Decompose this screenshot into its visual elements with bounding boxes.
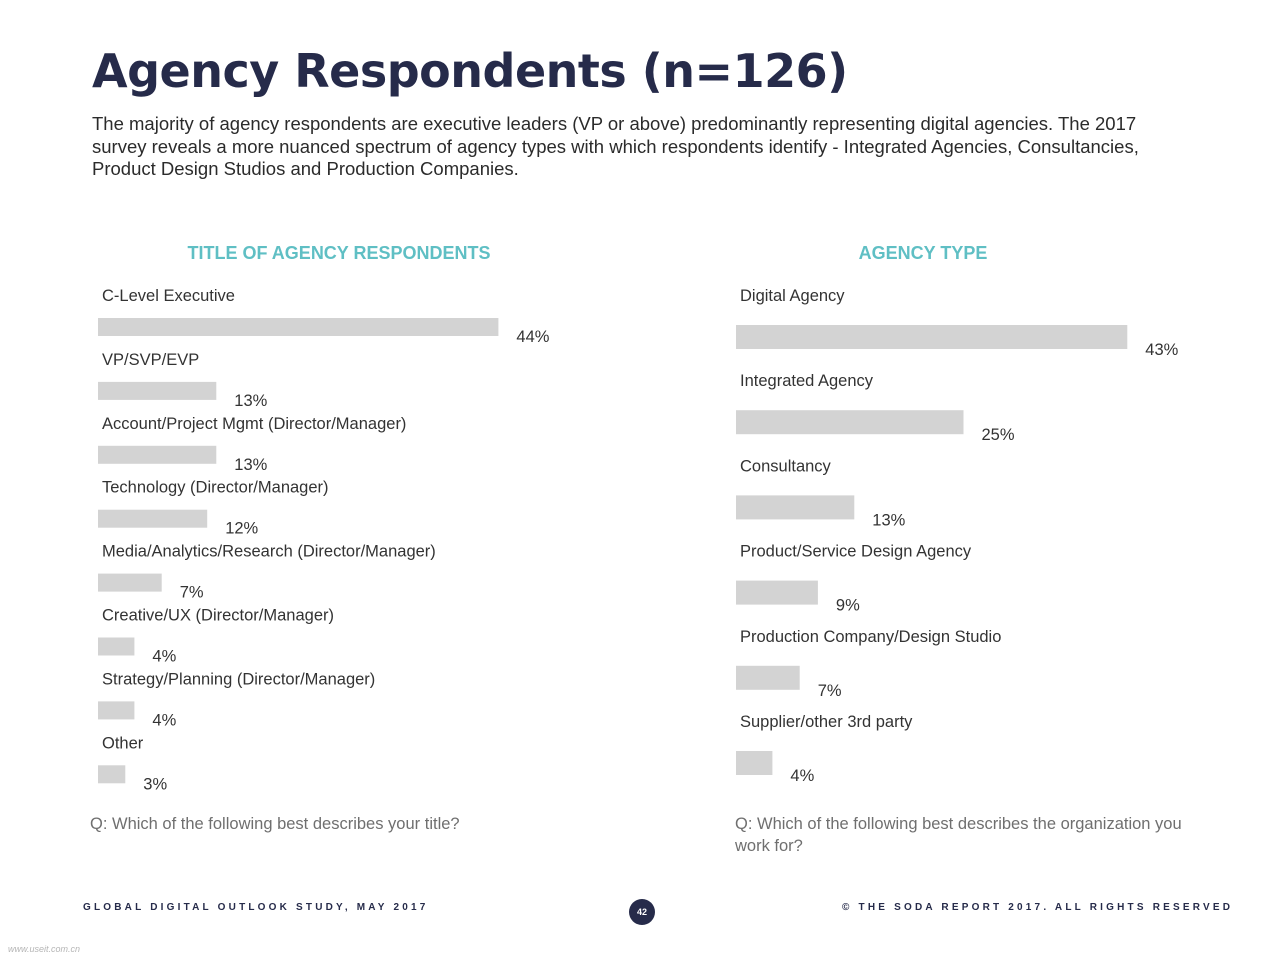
bar-value-label: 25% bbox=[982, 426, 1015, 444]
page-title: Agency Respondents (n=126) bbox=[92, 44, 848, 98]
title-bar-chart: C-Level Executive 44% VP/SVP/EVP 13% Account… bbox=[98, 287, 550, 793]
bar bbox=[98, 381, 217, 400]
bar-label: Account/Project Mgmt (Director/Manager) bbox=[102, 415, 406, 433]
bar-value-label: 44% bbox=[516, 328, 549, 346]
bar-value-label: 4% bbox=[152, 711, 176, 729]
bar-value-label: 3% bbox=[143, 775, 167, 793]
bar-value-label: 4% bbox=[790, 767, 814, 785]
bar-label: VP/SVP/EVP bbox=[102, 351, 199, 369]
bar bbox=[98, 637, 135, 656]
bar-value-label: 13% bbox=[234, 456, 267, 474]
bar bbox=[736, 580, 818, 605]
bar-label: Product/Service Design Agency bbox=[740, 543, 972, 561]
bar-value-label: 4% bbox=[152, 648, 176, 666]
bar-label: Production Company/Design Studio bbox=[740, 628, 1001, 646]
bar bbox=[98, 573, 162, 592]
bar bbox=[736, 410, 964, 435]
bar-label: Integrated Agency bbox=[740, 372, 874, 390]
question-agency-type: Q: Which of the following best describes… bbox=[735, 815, 1182, 855]
bar bbox=[98, 509, 208, 528]
bar bbox=[98, 701, 135, 720]
bar bbox=[736, 495, 855, 520]
intro-paragraph: The majority of agency respondents are e… bbox=[92, 113, 1139, 179]
bar-value-label: 13% bbox=[234, 392, 267, 410]
bar-label: Creative/UX (Director/Manager) bbox=[102, 607, 334, 625]
footer-study-name: GLOBAL DIGITAL OUTLOOK STUDY, MAY 2017 bbox=[83, 902, 429, 913]
page-number-badge: 42 bbox=[629, 899, 655, 925]
bar bbox=[736, 665, 800, 690]
bar-label: Technology (Director/Manager) bbox=[102, 479, 329, 497]
bar bbox=[98, 765, 126, 784]
bar-label: Other bbox=[102, 734, 144, 752]
bar bbox=[736, 751, 773, 775]
bar bbox=[736, 325, 1128, 349]
bar-label: Consultancy bbox=[740, 457, 832, 475]
question-title: Q: Which of the following best describes… bbox=[90, 815, 460, 833]
chart-title-agency-type: AGENCY TYPE bbox=[858, 243, 988, 263]
bar-label: C-Level Executive bbox=[102, 287, 235, 305]
bar-label: Digital Agency bbox=[740, 287, 845, 305]
bar-value-label: 13% bbox=[872, 511, 905, 529]
bar bbox=[98, 445, 217, 464]
bar bbox=[98, 318, 499, 336]
bar-label: Media/Analytics/Research (Director/Manag… bbox=[102, 543, 436, 561]
bar-label: Strategy/Planning (Director/Manager) bbox=[102, 670, 375, 688]
bar-value-label: 7% bbox=[180, 584, 204, 602]
footer-copyright: © THE SODA REPORT 2017. ALL RIGHTS RESER… bbox=[842, 902, 1234, 913]
watermark: www.useit.com.cn bbox=[8, 944, 81, 954]
bar-label: Supplier/other 3rd party bbox=[740, 713, 913, 731]
agency-type-bar-chart: Digital Agency 43% Integrated Agency 25% Con… bbox=[736, 287, 1179, 785]
bar-value-label: 9% bbox=[836, 597, 860, 615]
bar-value-label: 7% bbox=[818, 682, 842, 700]
chart-title-titles: TITLE OF AGENCY RESPONDENTS bbox=[187, 243, 491, 263]
bar-value-label: 12% bbox=[225, 520, 258, 538]
page-number: 42 bbox=[636, 907, 647, 917]
bar-value-label: 43% bbox=[1145, 341, 1178, 359]
